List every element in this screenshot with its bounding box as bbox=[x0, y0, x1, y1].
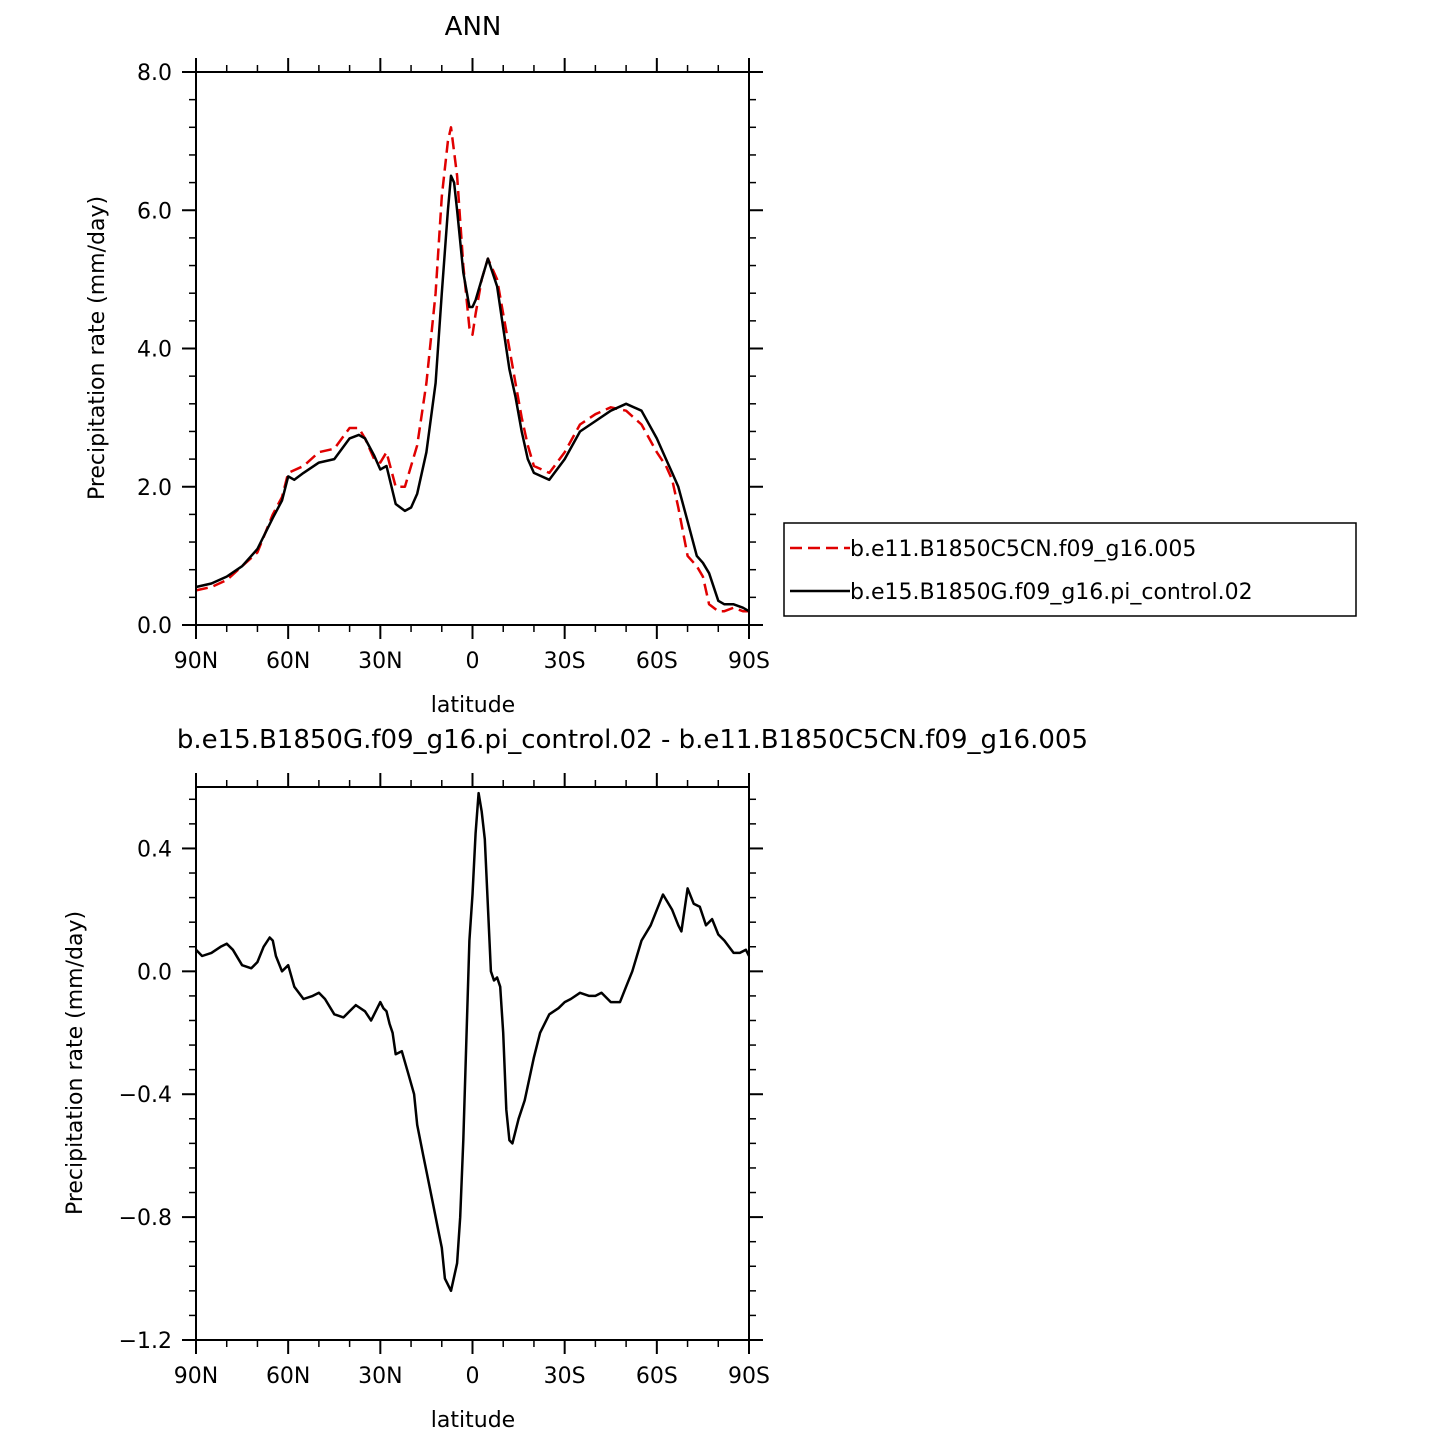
bottom-plot-y-tick-label: 0.4 bbox=[137, 837, 172, 862]
top-plot-series-line-1 bbox=[195, 126, 749, 613]
bottom-plot-x-tick-label: 90N bbox=[174, 1364, 218, 1389]
bottom-plot: b.e15.B1850G.f09_g16.pi_control.02 - b.e… bbox=[63, 725, 1088, 1433]
top-plot-x-axis-title: latitude bbox=[431, 693, 515, 718]
bottom-plot-series-line-1 bbox=[195, 791, 751, 1293]
top-plot-y-tick-label: 8.0 bbox=[137, 61, 172, 86]
bottom-plot-y-tick-label: −0.8 bbox=[119, 1206, 172, 1231]
top-plot-x-tick-label: 90N bbox=[174, 649, 218, 674]
top-plot-y-tick-label: 0.0 bbox=[137, 614, 172, 639]
legend-label-series-1: b.e11.B1850C5CN.f09_g16.005 bbox=[850, 537, 1196, 562]
bottom-plot-y-axis-title: Precipitation rate (mm/day) bbox=[63, 911, 88, 1215]
top-plot-series bbox=[195, 126, 750, 613]
top-plot-y-tick-label: 4.0 bbox=[137, 338, 172, 363]
legend-label-series-2: b.e15.B1850G.f09_g16.pi_control.02 bbox=[850, 580, 1253, 605]
bottom-plot-series bbox=[195, 791, 751, 1293]
top-plot-x-tick-label: 60N bbox=[266, 649, 310, 674]
bottom-plot-title-text: b.e15.B1850G.f09_g16.pi_control.02 - b.e… bbox=[177, 725, 1088, 755]
bottom-plot-frame bbox=[195, 786, 750, 1341]
bottom-plot-x-tick-label: 30S bbox=[544, 1364, 586, 1389]
top-plot-y-axis-title: Precipitation rate (mm/day) bbox=[85, 196, 110, 500]
bottom-plot-x-axis-title: latitude bbox=[431, 1408, 515, 1433]
top-plot: ANN 90N 60N 30N 0 30S 60S 90S 0.0 2.0 4.0 6.0 8.0 l… bbox=[85, 12, 770, 718]
top-plot-x-tick-label: 60S bbox=[636, 649, 678, 674]
bottom-plot-x-tick-label: 30N bbox=[358, 1364, 402, 1389]
top-plot-x-tick-label: 30S bbox=[544, 649, 586, 674]
bottom-plot-title: b.e15.B1850G.f09_g16.pi_control.02 - b.e… bbox=[177, 725, 1088, 755]
top-plot-y-tick-label: 6.0 bbox=[137, 199, 172, 224]
bottom-plot-x-tick-label: 60N bbox=[266, 1364, 310, 1389]
bottom-plot-y-tick-label: 0.0 bbox=[137, 960, 172, 985]
top-plot-x-tick-label: 30N bbox=[358, 649, 402, 674]
top-plot-ticks: 90N 60N 30N 0 30S 60S 90S 0.0 2.0 4.0 6.0 8.0 bbox=[137, 58, 770, 674]
bottom-plot-y-tick-label: −1.2 bbox=[119, 1329, 172, 1354]
top-plot-y-tick-label: 2.0 bbox=[137, 476, 172, 501]
top-plot-x-tick-label: 0 bbox=[466, 649, 480, 674]
top-plot-x-tick-label: 90S bbox=[728, 649, 770, 674]
bottom-plot-x-tick-label: 0 bbox=[466, 1364, 480, 1389]
top-plot-series-line-2 bbox=[195, 174, 750, 613]
bottom-plot-ticks: 90N 60N 30N 0 30S 60S 90S −1.2 −0.8 −0.4 0.0 0.4 bbox=[119, 773, 770, 1389]
bottom-plot-x-tick-label: 90S bbox=[728, 1364, 770, 1389]
legend-box bbox=[783, 522, 1357, 617]
legend: b.e11.B1850C5CN.f09_g16.005 b.e15.B1850G… bbox=[783, 522, 1357, 617]
top-plot-title: ANN bbox=[445, 12, 502, 42]
top-plot-frame bbox=[195, 71, 750, 626]
bottom-plot-y-tick-label: −0.4 bbox=[119, 1083, 172, 1108]
bottom-plot-x-tick-label: 60S bbox=[636, 1364, 678, 1389]
